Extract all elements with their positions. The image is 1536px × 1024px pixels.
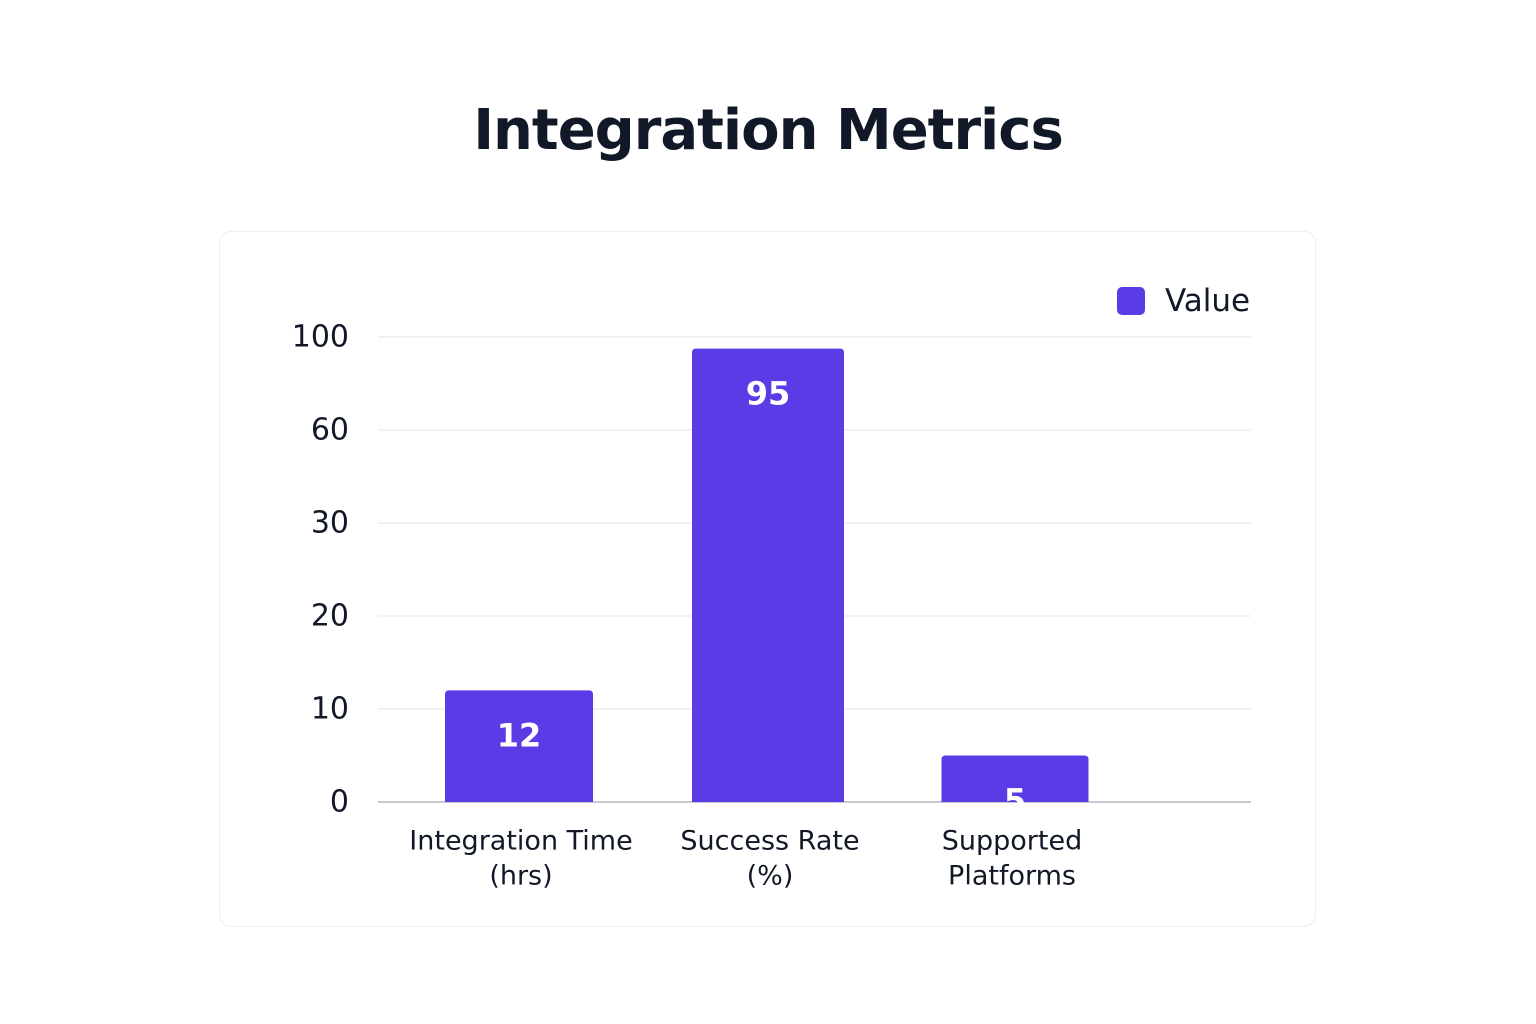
y-tick-label: 100 [292,320,349,355]
bar-value-label: 5 [1004,782,1026,820]
bars: 12 95 5 [445,348,1089,820]
bar-value-label: 12 [497,716,542,754]
legend: Value [1117,283,1250,319]
y-tick-label: 60 [311,413,349,448]
bar [941,755,1089,802]
y-tick-label: 30 [311,506,349,541]
bar [445,690,593,802]
chart-title: Integration Metrics [473,98,1064,163]
x-category-label: Success Rate [680,826,859,857]
y-tick-label: 20 [311,599,349,634]
x-category-label: Supported [942,826,1082,857]
x-category-label: Platforms [948,861,1076,892]
legend-label: Value [1165,283,1250,319]
x-category-label: (%) [747,861,794,892]
y-tick-label: 10 [311,692,349,727]
legend-swatch [1117,287,1145,315]
bar [692,348,844,802]
x-category-label: Integration Time [409,826,632,857]
axes: 0 10 20 30 60 100 Integration Time (hrs) Success… [292,320,1251,892]
x-category-label: (hrs) [489,861,552,892]
bar-value-label: 95 [746,375,791,413]
y-tick-label: 0 [330,785,349,820]
